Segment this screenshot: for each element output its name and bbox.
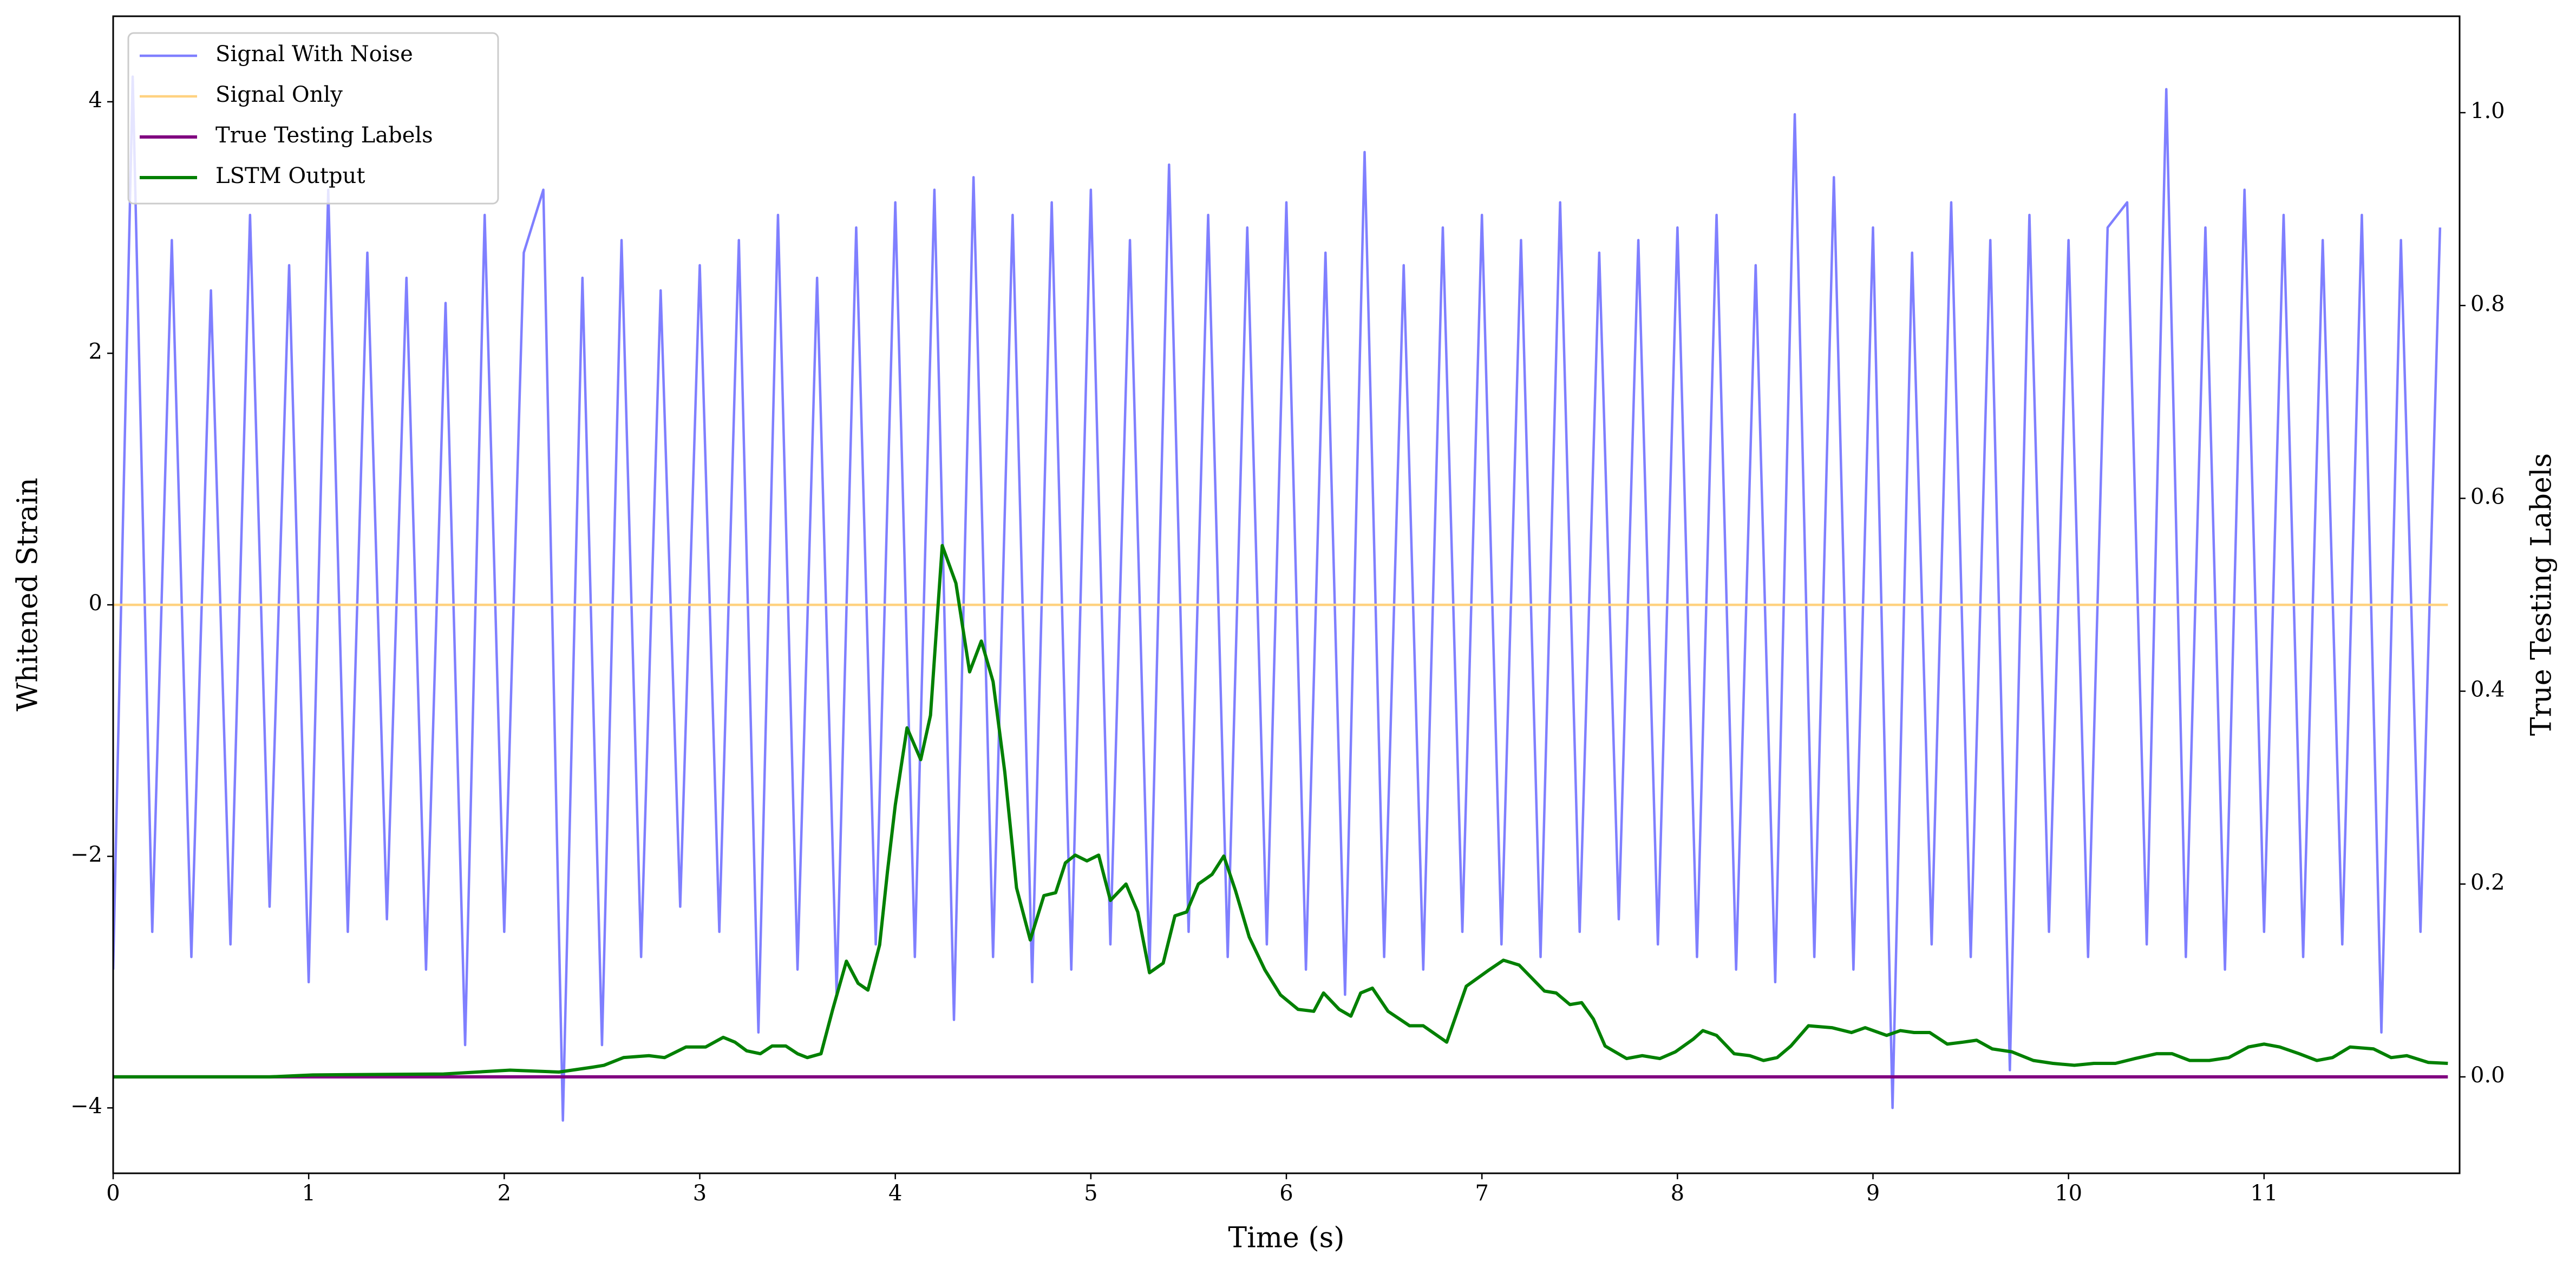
y2-tick-label: 0.0 xyxy=(2470,1063,2505,1088)
x-tick-label: 11 xyxy=(2250,1181,2278,1206)
x-tick-label: 9 xyxy=(1866,1181,1880,1206)
x-tick-label: 2 xyxy=(498,1181,511,1206)
series-line xyxy=(113,75,2442,1122)
y-tick-label: −4 xyxy=(70,1094,102,1119)
y2-tick-label: 0.8 xyxy=(2470,291,2505,316)
y2-axis-label: True Testing Labels xyxy=(2526,453,2558,736)
y2-tick-label: 0.4 xyxy=(2470,677,2505,702)
legend-label: LSTM Output xyxy=(215,164,365,188)
series-line xyxy=(113,544,2448,1079)
x-tick-label: 7 xyxy=(1475,1181,1488,1206)
legend-label: Signal With Noise xyxy=(215,42,413,67)
x-tick-label: 3 xyxy=(693,1181,707,1206)
x-tick-label: 10 xyxy=(2055,1181,2082,1206)
legend-label: Signal Only xyxy=(215,82,343,107)
y2-tick-label: 0.6 xyxy=(2470,484,2505,509)
y2-tick-label: 0.2 xyxy=(2470,870,2505,895)
y-tick-label: −2 xyxy=(70,842,102,867)
legend-box xyxy=(127,32,499,205)
y2-tick-label: 1.0 xyxy=(2470,99,2505,123)
y-axis-label: Whitened Strain xyxy=(12,478,44,711)
x-tick-label: 0 xyxy=(106,1181,120,1206)
y-tick-label: 4 xyxy=(89,88,102,113)
x-tick-label: 1 xyxy=(302,1181,315,1206)
y-tick-label: 2 xyxy=(89,339,102,364)
y-tick-label: 0 xyxy=(89,591,102,616)
x-tick-label: 5 xyxy=(1084,1181,1097,1206)
x-axis-label: Time (s) xyxy=(1228,1222,1344,1255)
legend-label: True Testing Labels xyxy=(215,123,433,148)
x-tick-label: 6 xyxy=(1279,1181,1293,1206)
x-tick-label: 8 xyxy=(1671,1181,1684,1206)
x-tick-label: 4 xyxy=(888,1181,902,1206)
